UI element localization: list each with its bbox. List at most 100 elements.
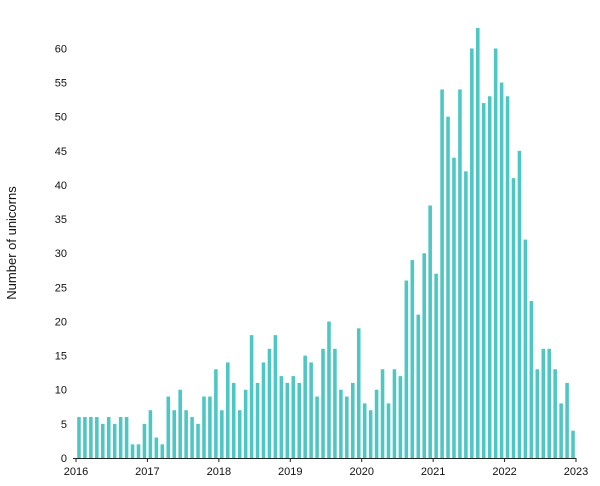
- bar: [208, 396, 212, 458]
- bar: [493, 48, 498, 458]
- x-tick-label: 2016: [64, 466, 88, 478]
- bar: [214, 369, 218, 458]
- bar: [196, 423, 200, 458]
- bar: [559, 403, 563, 458]
- bar: [297, 382, 301, 458]
- bar: [476, 28, 480, 458]
- bar: [178, 389, 182, 458]
- bar: [255, 382, 260, 458]
- x-tick-label: 2017: [135, 466, 159, 478]
- bar: [202, 396, 206, 458]
- bar: [446, 116, 450, 458]
- bar: [285, 382, 290, 458]
- bar: [226, 362, 230, 458]
- bar: [434, 273, 438, 458]
- y-tick-label: 25: [55, 282, 67, 294]
- y-tick-label: 55: [55, 78, 67, 90]
- bar: [273, 335, 278, 458]
- bar: [458, 89, 462, 459]
- y-tick-label: 30: [55, 248, 67, 260]
- bar: [130, 444, 135, 458]
- bar: [511, 178, 516, 458]
- bar: [464, 171, 468, 458]
- bar: [416, 314, 421, 458]
- bar: [124, 417, 129, 458]
- bar: [362, 403, 367, 458]
- bar: [517, 150, 522, 459]
- bar: [321, 348, 325, 458]
- x-tick-label: 2019: [278, 466, 302, 478]
- bar: [136, 444, 141, 458]
- bar: [118, 417, 123, 458]
- bar: [172, 410, 176, 458]
- bar: [523, 239, 528, 458]
- bar: [309, 362, 313, 458]
- bar: [267, 348, 272, 458]
- bar: [95, 417, 99, 458]
- bar: [166, 396, 171, 458]
- x-tick-label: 2022: [492, 466, 516, 478]
- y-tick-label: 0: [61, 453, 67, 465]
- x-tick-label: 2018: [207, 466, 231, 478]
- bar: [231, 382, 236, 458]
- bar: [428, 205, 432, 458]
- bar: [440, 89, 444, 459]
- bar: [380, 369, 385, 458]
- bar: [89, 417, 93, 458]
- bar-series: [77, 28, 575, 459]
- bar: [142, 423, 147, 458]
- bar: [345, 396, 349, 458]
- bar: [481, 103, 486, 458]
- y-tick-label: 50: [55, 112, 67, 124]
- bar: [404, 280, 409, 458]
- bar: [77, 417, 81, 458]
- bar: [505, 96, 510, 458]
- bar: [243, 389, 248, 458]
- y-tick-label: 45: [55, 146, 67, 158]
- x-tick-label: 2021: [421, 466, 445, 478]
- bar: [499, 82, 504, 458]
- bar: [470, 48, 474, 458]
- bar: [565, 382, 569, 458]
- y-tick-label: 15: [55, 351, 67, 363]
- bar: [220, 410, 224, 458]
- bar: [291, 376, 296, 458]
- bar: [356, 328, 361, 458]
- bar: [571, 430, 575, 458]
- bar: [101, 423, 105, 458]
- y-tick-label: 60: [55, 43, 67, 55]
- bar: [553, 369, 557, 458]
- y-axis-title: Number of unicorns: [4, 186, 19, 300]
- y-tick-label: 35: [55, 214, 67, 226]
- bar: [529, 301, 534, 458]
- bar: [237, 410, 242, 458]
- bar: [535, 369, 540, 458]
- y-tick-label: 10: [55, 385, 67, 397]
- bar: [160, 444, 165, 458]
- bar: [547, 348, 551, 458]
- bar: [327, 321, 331, 458]
- bar: [315, 396, 319, 458]
- bar: [392, 369, 397, 458]
- bar: [333, 348, 337, 458]
- bar: [154, 437, 159, 458]
- bar: [261, 362, 266, 458]
- bar: [249, 335, 254, 458]
- bar: [422, 253, 426, 458]
- x-tick-label: 2023: [564, 466, 588, 478]
- bar: [487, 96, 492, 458]
- x-axis-ticks: 2016 2017 2018 2019 2020 2021 2022 2023: [64, 458, 588, 478]
- bar: [398, 376, 403, 458]
- y-tick-label: 20: [55, 316, 67, 328]
- bar: [541, 348, 546, 458]
- bar: [190, 417, 194, 458]
- bar: [184, 410, 188, 458]
- bar: [368, 410, 373, 458]
- bar: [351, 382, 355, 458]
- bar: [83, 417, 87, 458]
- bar: [106, 417, 111, 458]
- bar: [374, 389, 379, 458]
- y-tick-label: 40: [55, 180, 67, 192]
- bar: [339, 389, 343, 458]
